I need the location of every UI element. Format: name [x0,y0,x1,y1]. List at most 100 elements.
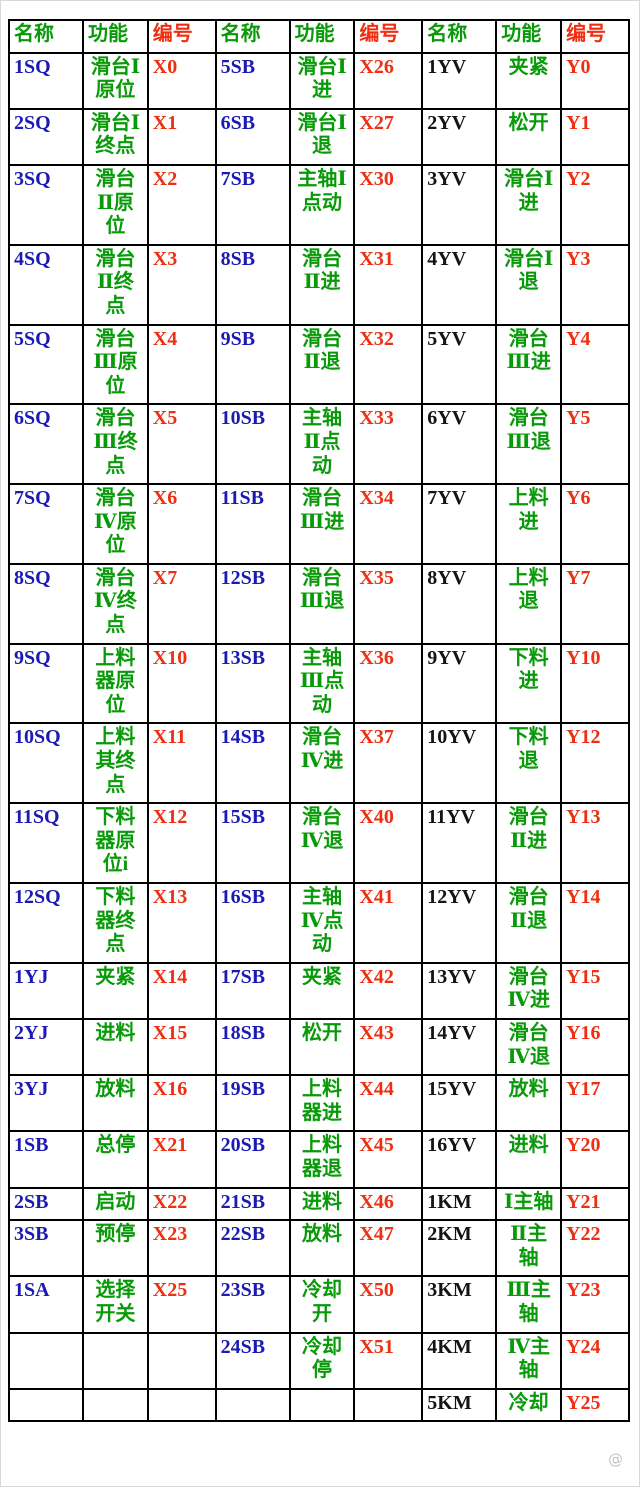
cell-func: 松开 [288,1017,356,1077]
cell-num: X30 [353,163,424,246]
cell-num: Y12 [560,722,630,805]
table-row: 1SB 总停 X21 20SB 上料器退 X45 16YV 进料 Y20 [7,1130,630,1189]
table-row: 9SQ 上料器原位 X10 13SB 主轴Ⅲ点动 X36 9YV 下料进 Y10 [7,642,630,725]
cell-num: X36 [353,642,424,725]
cell-func: 上料器退 [288,1130,356,1189]
cell-func: 滑台Ⅱ进 [495,802,563,884]
cell-func [288,1387,356,1423]
cell-func: 滑台Ⅱ原位 [82,163,149,246]
cell-num: X42 [353,961,424,1020]
table-row: 24SB 冷却停 X51 4KM Ⅳ主轴 Y24 [7,1331,630,1390]
cell-func [82,1331,149,1390]
table-row: 11SQ 下料器原位i X12 15SB 滑台Ⅳ退 X40 11YV 滑台Ⅱ进 Y13 [7,802,630,884]
cell-num: Y21 [560,1186,630,1222]
cell-func: 冷却 [495,1387,563,1423]
cell-name: 17SB [214,961,291,1020]
cell-func: 进料 [82,1017,149,1077]
table-row: 2YJ 进料 X15 18SB 松开 X43 14YV 滑台Ⅳ退 Y16 [7,1017,630,1077]
cell-func: 滑台Ⅳ进 [495,961,563,1020]
cell-func: Ⅳ主轴 [495,1331,563,1390]
table-row: 3SB 预停 X23 22SB 放料 X47 2KM Ⅱ主轴 Y22 [7,1219,630,1278]
cell-num [146,1331,217,1390]
cell-func: 上料退 [495,562,563,645]
cell-num [146,1387,217,1423]
cell-name: 22SB [214,1219,291,1278]
cell-num: Y3 [560,243,630,326]
cell-name: 5SQ [7,323,85,406]
cell-func: 滑台Ⅰ进 [288,51,356,110]
cell-name: 15SB [214,802,291,884]
cell-num: X16 [146,1074,217,1133]
watermark: @ [606,1448,627,1470]
cell-num: X14 [146,961,217,1020]
cell-func: 启动 [82,1186,149,1222]
cell-name: 1SA [7,1275,85,1334]
cell-name: 12SB [214,562,291,645]
cell-num: X10 [146,642,217,725]
cell-func: 滑台Ⅲ退 [495,403,563,486]
header-name-col-3: 名称 [421,19,498,54]
cell-func: 放料 [495,1074,563,1133]
cell-num: X22 [146,1186,217,1222]
cell-num: Y14 [560,882,630,964]
cell-name: 5YV [421,323,498,406]
header-name-col-2: 名称 [214,19,291,54]
cell-num: X37 [353,722,424,805]
cell-num: X51 [353,1331,424,1390]
cell-name: 2YV [421,107,498,166]
cell-func: 上料进 [495,483,563,565]
cell-func: 主轴Ⅰ点动 [288,163,356,246]
cell-name: 4SQ [7,243,85,326]
cell-name: 11YV [421,802,498,884]
cell-num: Y16 [560,1017,630,1077]
table-row: 2SB 启动 X22 21SB 进料 X46 1KM Ⅰ主轴 Y21 [7,1186,630,1222]
cell-num: Y5 [560,403,630,486]
table-row: 2SQ 滑台Ⅰ终点 X1 6SB 滑台Ⅰ退 X27 2YV 松开 Y1 [7,107,630,166]
cell-name: 13SB [214,642,291,725]
cell-num: Y17 [560,1074,630,1133]
cell-name: 10SQ [7,722,85,805]
cell-func: 上料器原位 [82,642,149,725]
cell-name: 9SQ [7,642,85,725]
header-num-col-3: 编号 [560,19,630,54]
cell-name: 3YV [421,163,498,246]
cell-func: 放料 [288,1219,356,1278]
cell-num: X12 [146,802,217,884]
cell-func: 滑台Ⅰ退 [288,107,356,166]
cell-num: X40 [353,802,424,884]
cell-num: X47 [353,1219,424,1278]
cell-func: 主轴Ⅱ点动 [288,403,356,486]
cell-func: 夹紧 [288,961,356,1020]
cell-func: 冷却停 [288,1331,356,1390]
cell-func: 下料退 [495,722,563,805]
cell-num: X26 [353,51,424,110]
cell-num: Y2 [560,163,630,246]
cell-num: Y15 [560,961,630,1020]
cell-num: X2 [146,163,217,246]
cell-name: 1YJ [7,961,85,1020]
table-row: 5KM 冷却 Y25 [7,1387,630,1423]
table-row: 3SQ 滑台Ⅱ原位 X2 7SB 主轴Ⅰ点动 X30 3YV 滑台Ⅰ进 Y2 [7,163,630,246]
cell-func: 进料 [495,1130,563,1189]
cell-num: X50 [353,1275,424,1334]
table-body: 1SQ 滑台Ⅰ原位 X0 5SB 滑台Ⅰ进 X26 1YV 夹紧 Y0 2SQ 滑台Ⅰ终点 X1 6SB… [7,51,630,1423]
cell-name: 14SB [214,722,291,805]
cell-func: 主轴Ⅲ点动 [288,642,356,725]
cell-num: X33 [353,403,424,486]
io-table: 名称 功能 编号 名称 功能 编号 名称 功能 编号 1SQ 滑台Ⅰ原位 X0 5SB… [7,19,630,1423]
cell-name: 13YV [421,961,498,1020]
cell-func: 下料器终点 [82,882,149,964]
cell-func: Ⅰ主轴 [495,1186,563,1222]
cell-name: 3SQ [7,163,85,246]
cell-name: 8YV [421,562,498,645]
cell-name: 15YV [421,1074,498,1133]
cell-name: 23SB [214,1275,291,1334]
cell-func: 总停 [82,1130,149,1189]
cell-num: X15 [146,1017,217,1077]
cell-num: X43 [353,1017,424,1077]
table-row: 3YJ 放料 X16 19SB 上料器进 X44 15YV 放料 Y17 [7,1074,630,1133]
cell-name: 8SQ [7,562,85,645]
cell-num: Y25 [560,1387,630,1423]
cell-num: X34 [353,483,424,565]
cell-func: 滑台Ⅰ原位 [82,51,149,110]
